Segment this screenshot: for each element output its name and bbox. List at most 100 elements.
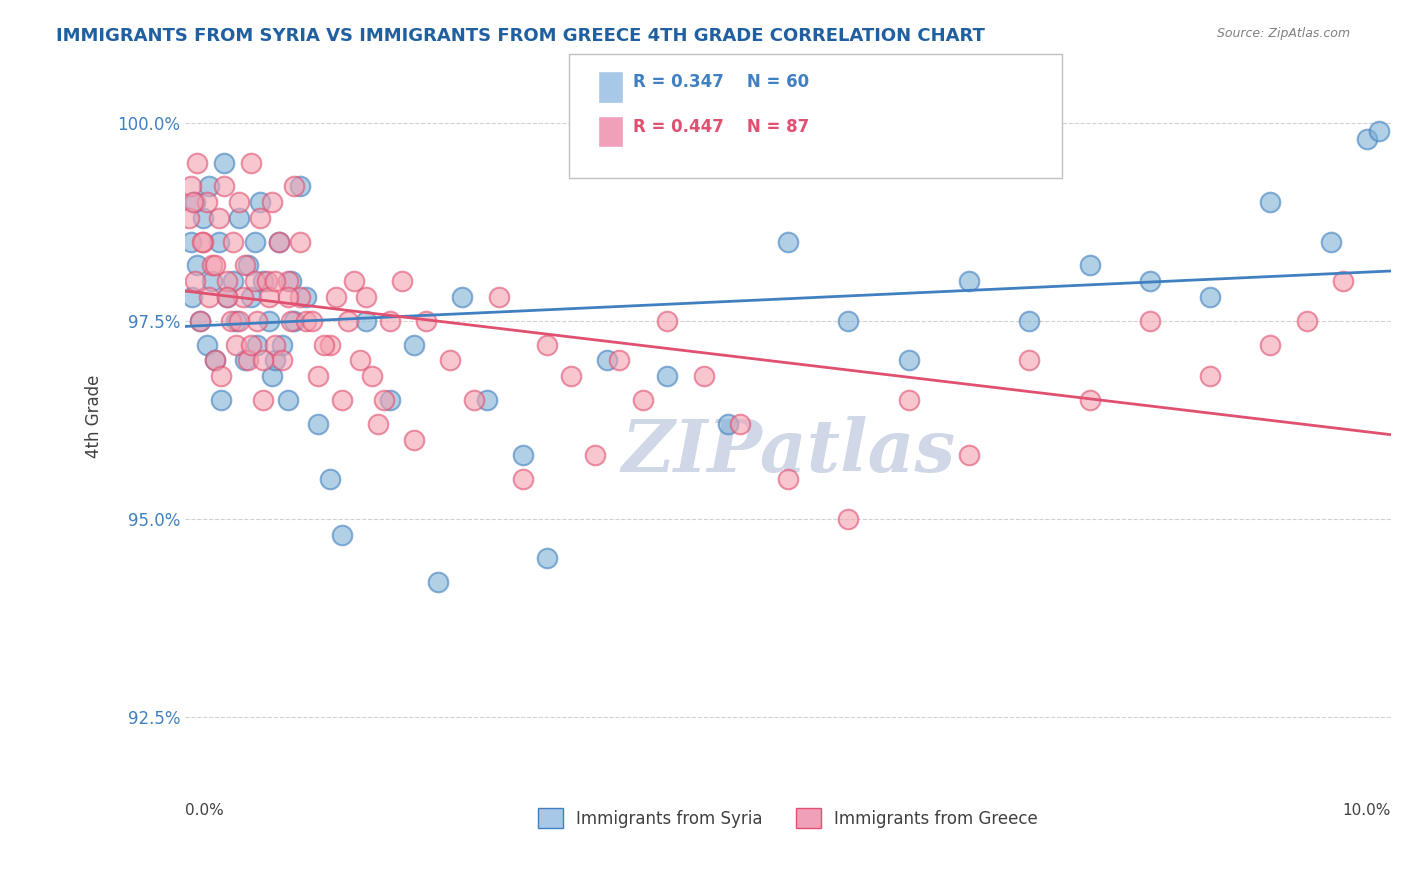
Point	[252, 353, 274, 368]
Point	[728, 417, 751, 431]
Point	[198, 179, 221, 194]
Point	[367, 417, 389, 431]
Point	[280, 274, 302, 288]
Point	[200, 274, 222, 288]
Point	[277, 274, 299, 288]
Text: ZIPatlas: ZIPatlas	[621, 416, 955, 487]
Point	[717, 417, 740, 431]
Point	[204, 353, 226, 368]
Point	[246, 314, 269, 328]
Text: IMMIGRANTS FROM SYRIA VS IMMIGRANTS FROM GREECE 4TH GRADE CORRELATION CHART: IMMIGRANTS FROM SYRIA VS IMMIGRANTS FROM…	[56, 27, 986, 45]
Point	[1199, 290, 1222, 304]
Point	[208, 211, 231, 225]
Point	[222, 235, 245, 249]
Point	[451, 290, 474, 304]
Point	[354, 290, 377, 304]
Point	[217, 290, 239, 304]
Point	[249, 195, 271, 210]
Point	[232, 290, 254, 304]
Point	[330, 527, 353, 541]
Point	[288, 290, 311, 304]
Point	[188, 314, 211, 328]
Point	[180, 235, 202, 249]
Point	[260, 369, 283, 384]
Point	[354, 314, 377, 328]
Point	[183, 195, 205, 210]
Point	[283, 179, 305, 194]
Text: 0.0%: 0.0%	[186, 803, 224, 818]
Point	[312, 337, 335, 351]
Point	[198, 290, 221, 304]
Point	[191, 235, 214, 249]
Y-axis label: 4th Grade: 4th Grade	[86, 374, 103, 458]
Point	[1018, 353, 1040, 368]
Point	[294, 290, 316, 304]
Point	[283, 314, 305, 328]
Point	[191, 235, 214, 249]
Point	[228, 314, 250, 328]
Point	[1078, 392, 1101, 407]
Point	[204, 259, 226, 273]
Point	[301, 314, 323, 328]
Point	[692, 369, 714, 384]
Point	[200, 259, 222, 273]
Point	[378, 314, 401, 328]
Point	[1368, 124, 1391, 138]
Point	[463, 392, 485, 407]
Point	[225, 314, 247, 328]
Point	[607, 353, 630, 368]
Point	[1260, 337, 1282, 351]
Point	[307, 369, 329, 384]
Point	[183, 195, 205, 210]
Point	[512, 449, 534, 463]
Point	[343, 274, 366, 288]
Point	[259, 314, 281, 328]
Point	[208, 235, 231, 249]
Point	[280, 314, 302, 328]
Point	[217, 274, 239, 288]
Point	[235, 353, 257, 368]
Point	[236, 259, 259, 273]
Point	[259, 290, 281, 304]
Point	[204, 353, 226, 368]
Point	[319, 472, 342, 486]
Point	[657, 369, 679, 384]
Point	[512, 472, 534, 486]
Point	[1078, 259, 1101, 273]
Point	[294, 314, 316, 328]
Point	[439, 353, 461, 368]
Point	[277, 392, 299, 407]
Point	[222, 274, 245, 288]
Point	[225, 337, 247, 351]
Point	[188, 314, 211, 328]
Point	[319, 337, 342, 351]
Point	[957, 274, 980, 288]
Point	[264, 274, 287, 288]
Point	[264, 337, 287, 351]
Point	[897, 353, 920, 368]
Point	[536, 551, 558, 566]
Point	[228, 195, 250, 210]
Point	[1260, 195, 1282, 210]
Point	[1319, 235, 1341, 249]
Point	[256, 274, 278, 288]
Point	[330, 392, 353, 407]
Point	[536, 337, 558, 351]
Point	[427, 575, 450, 590]
Point	[212, 179, 235, 194]
Point	[181, 290, 204, 304]
Point	[249, 211, 271, 225]
Point	[361, 369, 384, 384]
Text: R = 0.347    N = 60: R = 0.347 N = 60	[633, 73, 808, 91]
Point	[252, 392, 274, 407]
Point	[270, 337, 292, 351]
Point	[837, 512, 859, 526]
Point	[1139, 274, 1161, 288]
Point	[1199, 369, 1222, 384]
Point	[252, 274, 274, 288]
Point	[235, 259, 257, 273]
Point	[269, 235, 291, 249]
Point	[212, 155, 235, 169]
Point	[391, 274, 413, 288]
Point	[219, 314, 242, 328]
